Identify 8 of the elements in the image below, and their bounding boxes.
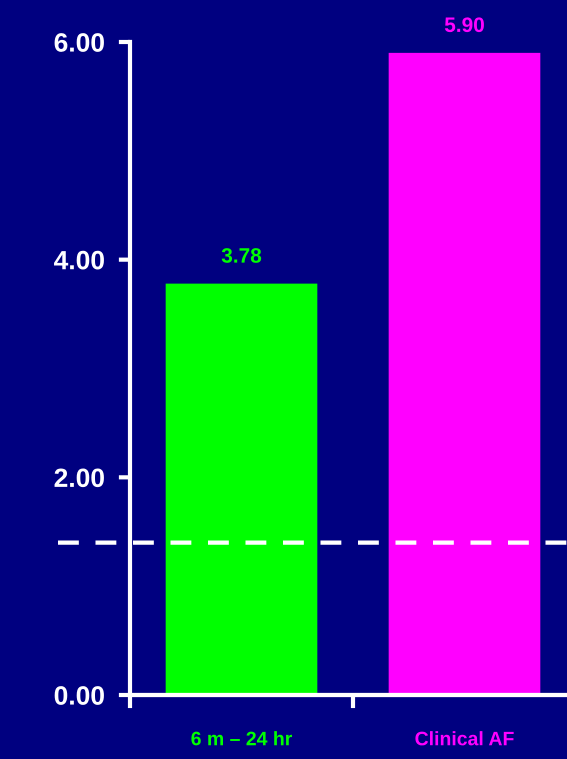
y-tick-label: 0.00	[54, 686, 104, 705]
data-label: 3.78	[222, 248, 262, 263]
data-label: 5.90	[444, 17, 484, 32]
x-tick-label: Clinical AF	[415, 731, 514, 746]
y-tick-label: 4.00	[54, 250, 104, 270]
y-tick-label: 6.00	[54, 33, 104, 52]
x-tick-label: 6 m – 24 hr	[191, 731, 292, 746]
y-tick-label: 2.00	[54, 468, 104, 488]
